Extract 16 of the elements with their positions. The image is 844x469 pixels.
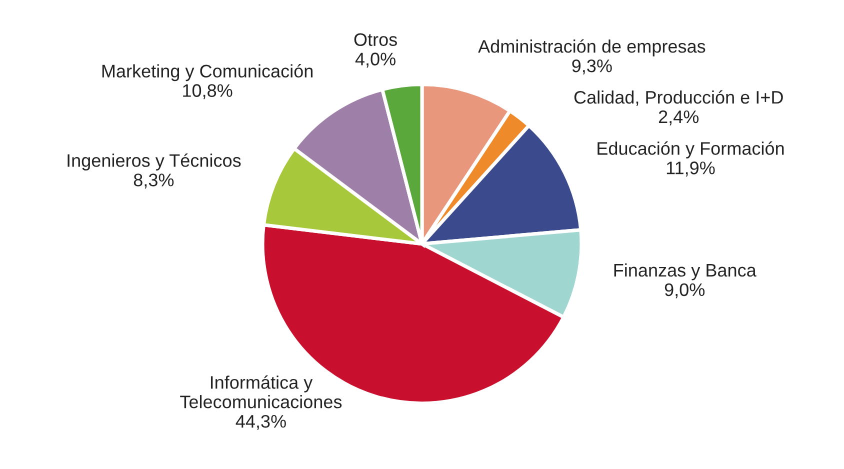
- slice-label: Administración de empresas: [478, 39, 706, 56]
- data-label: 4,0%: [355, 52, 396, 68]
- data-label: 9,0%: [664, 283, 705, 298]
- slice-label: Finanzas y Banca: [614, 263, 756, 280]
- slice-label: Marketing y Comunicación: [102, 64, 313, 82]
- slice-label: Informática y Telecomunicaciones: [180, 375, 342, 408]
- data-label: 8,3%: [134, 174, 174, 189]
- slice-label: Educación y Formación: [598, 141, 784, 158]
- slice-label: Ingenieros y Técnicos: [68, 153, 241, 170]
- data-label: 10,8%: [183, 84, 232, 100]
- data-label: 44,3%: [236, 414, 286, 430]
- data-label: 2,4%: [658, 110, 699, 126]
- data-label: 9,3%: [572, 59, 612, 74]
- slice-label: Otros: [354, 33, 397, 46]
- slice-label: Calidad, Producción e I+D: [574, 90, 783, 106]
- data-label: 11,9%: [666, 162, 715, 176]
